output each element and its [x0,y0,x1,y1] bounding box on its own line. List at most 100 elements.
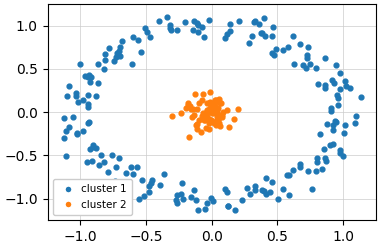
Point [209,111,215,115]
Point [334,103,340,107]
Point [226,29,233,33]
Point [219,113,225,117]
Point [95,62,101,66]
Point [144,30,150,33]
Point [337,148,343,152]
Point [222,36,228,40]
Point [207,100,213,104]
Point [204,201,210,205]
Point [182,20,188,24]
Point [195,30,201,34]
Point [297,42,303,46]
Point [224,32,230,36]
Point [258,31,264,34]
Point [284,173,290,177]
Point [209,106,215,110]
Point [314,160,320,164]
Point [280,187,286,191]
Point [188,107,194,111]
Point [212,98,218,102]
Point [309,187,315,191]
Point [330,128,336,132]
Point [200,92,206,96]
Point [138,50,144,54]
Point [204,108,210,112]
Point [215,113,221,117]
Point [341,131,347,135]
Point [87,147,93,151]
Point [164,15,170,19]
Point [290,168,296,172]
Point [337,71,343,75]
Point [337,87,343,91]
Point [333,120,339,124]
Point [322,83,328,87]
Point [116,156,122,160]
Point [317,132,323,136]
Point [193,198,199,202]
Point [185,103,191,107]
Point [206,18,212,22]
Point [85,121,91,125]
Point [259,188,265,192]
Point [327,143,333,147]
Point [195,208,201,212]
Point [207,106,213,110]
Point [297,162,303,166]
Point [358,95,364,99]
Point [169,114,175,118]
Point [217,101,223,105]
Point [74,100,81,104]
Point [177,111,184,115]
Point [87,75,93,79]
Point [77,62,83,66]
Point [269,34,275,38]
Point [252,184,258,188]
Point [195,24,201,28]
Point [199,26,205,30]
Point [211,108,217,112]
Point [84,159,90,163]
Point [214,118,220,122]
Point [186,135,192,139]
Point [306,169,312,173]
Point [204,101,210,105]
Point [343,84,349,88]
Point [134,165,140,169]
Point [340,154,346,158]
Point [201,118,207,122]
Point [195,127,201,131]
Point [269,51,275,55]
Point [194,21,200,25]
Point [173,198,179,202]
Point [113,165,119,169]
Point [70,115,76,119]
Point [201,34,207,38]
Point [141,194,147,198]
Point [204,113,210,117]
Point [111,59,117,63]
Point [201,115,207,119]
Point [116,49,122,53]
Point [73,92,79,95]
Point [211,199,217,203]
Point [235,107,241,111]
Point [194,107,200,111]
Point [178,192,184,196]
Point [307,62,313,66]
Point [130,172,136,176]
Point [190,28,196,32]
Point [189,115,195,119]
Point [313,66,319,70]
Point [102,59,108,62]
Point [101,160,107,164]
Point [271,53,277,57]
Point [297,165,303,169]
Point [219,115,225,119]
Point [322,86,328,90]
Point [285,45,291,49]
Point [322,56,328,60]
Point [252,19,258,23]
Point [313,169,319,173]
Point [214,106,220,110]
